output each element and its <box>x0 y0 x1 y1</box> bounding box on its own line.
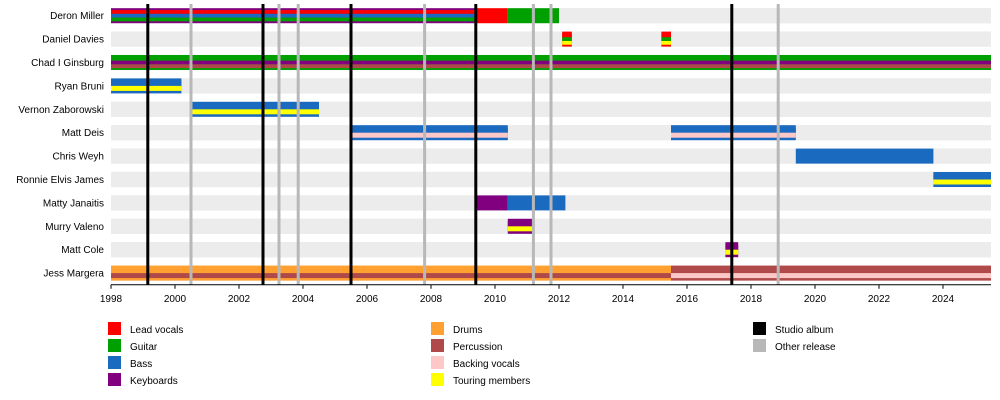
member-names: Deron Miller Daniel Davies Chad I Ginsburg… <box>16 11 104 279</box>
legend-label: Keyboards <box>130 376 178 387</box>
x-tick-label: 2018 <box>740 294 763 305</box>
member-bar-stripe <box>671 268 991 274</box>
member-name: Murry Valeno <box>45 222 104 233</box>
x-axis: 1998 2000 2002 2004 2006 2008 2010 2012 2014 2016… <box>100 284 991 305</box>
member-name: Chris Weyh <box>53 152 105 163</box>
member-name: Deron Miller <box>50 11 105 22</box>
member-bar-stripe <box>351 127 508 133</box>
member-name: Matty Janaitis <box>43 198 104 209</box>
x-tick-label: 2024 <box>932 294 955 305</box>
legend-label: Lead vocals <box>130 325 183 336</box>
legend-swatch <box>431 339 444 352</box>
member-bar-stripe <box>661 33 671 38</box>
legend-swatch <box>108 373 121 386</box>
x-tick-label: 2004 <box>292 294 315 305</box>
member-bar-stripe <box>562 40 572 45</box>
x-tick-label: 2022 <box>868 294 891 305</box>
member-bar <box>507 195 566 211</box>
legend-label: Drums <box>453 325 482 336</box>
member-bar-stripe <box>562 37 572 41</box>
member-bar-stripe <box>111 80 182 86</box>
legend-swatch <box>431 373 444 386</box>
legend-swatch <box>108 322 121 335</box>
member-bar-stripe <box>111 85 182 91</box>
legend-swatch <box>753 322 766 335</box>
member-name: Ryan Bruni <box>55 81 104 92</box>
x-tick-label: 2014 <box>612 294 635 305</box>
member-bar-stripe <box>507 221 534 227</box>
x-tick-label: 1998 <box>100 294 123 305</box>
member-bar <box>475 8 508 24</box>
x-tick-label: 2016 <box>676 294 699 305</box>
member-bar-stripe <box>671 127 796 133</box>
x-tick-label: 2002 <box>228 294 251 305</box>
legend-label: Percussion <box>453 342 502 353</box>
legend-swatch <box>108 356 121 369</box>
member-name: Daniel Davies <box>42 35 104 46</box>
member-bar-stripe <box>933 174 991 180</box>
x-tick-label: 2010 <box>484 294 507 305</box>
legend-swatch <box>431 356 444 369</box>
member-bar-stripe <box>671 273 991 279</box>
legend-label: Touring members <box>453 376 530 387</box>
member-bar-stripe <box>661 37 671 41</box>
release-lines <box>146 4 780 285</box>
member-name: Jess Margera <box>43 269 104 280</box>
x-tick-label: 2000 <box>164 294 187 305</box>
member-bar-stripe <box>111 268 671 274</box>
legend-label: Bass <box>130 359 152 370</box>
member-bar-stripe <box>562 33 572 38</box>
member-bar-stripe <box>111 17 476 22</box>
member-bar-stripe <box>507 226 534 232</box>
legend-swatch <box>753 339 766 352</box>
member-bar-stripe <box>111 13 476 18</box>
member-bar-stripe <box>191 104 319 110</box>
legend-label: Backing vocals <box>453 359 520 370</box>
legend-swatch <box>431 322 444 335</box>
member-name: Vernon Zaborowski <box>18 105 104 116</box>
member-bar-stripe <box>111 273 671 279</box>
legend-swatch <box>108 339 121 352</box>
x-tick-label: 2020 <box>804 294 827 305</box>
legend-label: Other release <box>775 342 836 353</box>
member-name: Matt Cole <box>61 245 104 256</box>
member-name: Matt Deis <box>62 128 104 139</box>
x-tick-label: 2008 <box>420 294 443 305</box>
member-name: Chad I Ginsburg <box>31 58 104 69</box>
member-bar-stripe <box>191 109 319 115</box>
member-bar-stripe <box>111 10 476 14</box>
member-bar-stripe <box>661 40 671 45</box>
member-bar-stripe <box>933 179 991 185</box>
member-bar <box>475 195 508 211</box>
member-bar-stripe <box>671 132 796 138</box>
member-name: Ronnie Elvis James <box>16 175 104 186</box>
legend-label: Studio album <box>775 325 833 336</box>
x-tick-label: 2006 <box>356 294 379 305</box>
member-bar <box>795 148 934 164</box>
legend: Lead vocals Guitar Bass Keyboards Drums Percu… <box>108 322 836 387</box>
legend-label: Guitar <box>130 342 158 353</box>
x-tick-label: 2012 <box>548 294 571 305</box>
member-bar-stripe <box>351 132 508 138</box>
